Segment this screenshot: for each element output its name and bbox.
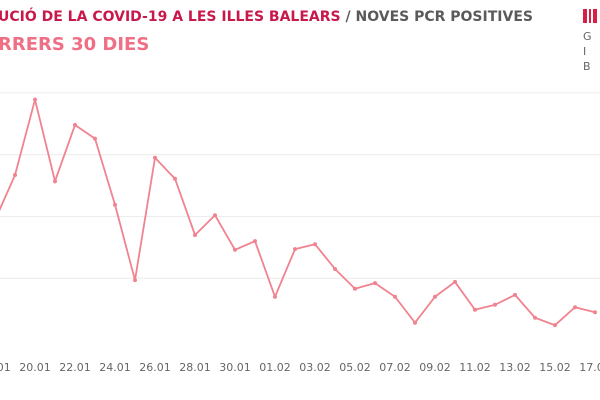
x-tick-label: 13.02: [499, 361, 531, 374]
logo-stripe: [591, 9, 593, 23]
data-point: [213, 213, 217, 218]
data-point: [93, 136, 97, 141]
x-tick-label: 09.02: [419, 361, 451, 374]
logo-text: I: [583, 45, 586, 58]
data-point: [513, 292, 517, 297]
series-line: [0, 99, 596, 327]
x-tick-label: 24.01: [99, 361, 131, 374]
data-point: [173, 176, 177, 181]
data-point: [533, 315, 537, 320]
data-point: [73, 123, 77, 128]
logo-text: G: [583, 30, 592, 43]
data-point: [273, 294, 277, 299]
data-point: [33, 97, 37, 102]
data-point: [133, 278, 137, 283]
chart-subtitle: RRERS 30 DIES: [0, 34, 149, 55]
chart-title-suffix: / NOVES PCR POSITIVES: [346, 9, 533, 25]
x-tick-label: 22.01: [59, 361, 91, 374]
data-point: [313, 242, 317, 247]
x-tick-label: 15.02: [539, 361, 571, 374]
data-point: [13, 173, 17, 178]
data-point: [193, 232, 197, 237]
x-tick-label: 26.01: [139, 361, 171, 374]
logo: [583, 9, 597, 23]
logo-stripe: [587, 9, 589, 23]
data-point: [333, 266, 337, 271]
data-point: [573, 305, 577, 310]
x-tick-label: 17.02: [579, 361, 600, 374]
data-point: [353, 286, 357, 291]
x-tick-label: 18.01: [0, 361, 11, 374]
x-tick-label: 20.01: [19, 361, 51, 374]
data-point: [413, 320, 417, 325]
chart-title: UCIÓ DE LA COVID-19 A LES ILLES BALEARS: [0, 7, 341, 25]
data-point: [373, 281, 377, 286]
data-point: [473, 307, 477, 312]
logo-mark: [583, 9, 597, 23]
data-point: [53, 179, 57, 184]
data-point: [593, 310, 597, 315]
data-point: [553, 323, 557, 328]
chart-title-group: UCIÓ DE LA COVID-19 A LES ILLES BALEARS …: [0, 7, 533, 25]
x-tick-label: 28.01: [179, 361, 211, 374]
data-point: [433, 294, 437, 299]
x-tick-label: 11.02: [459, 361, 491, 374]
x-tick-label: 30.01: [219, 361, 251, 374]
x-tick-label: 07.02: [379, 361, 411, 374]
x-tick-label: 01.02: [259, 361, 291, 374]
data-point: [153, 155, 157, 160]
logo-text: B: [583, 60, 591, 73]
data-point: [393, 294, 397, 299]
x-tick-label: 05.02: [339, 361, 371, 374]
data-point: [233, 247, 237, 252]
data-point: [253, 239, 257, 244]
data-point: [293, 247, 297, 252]
data-point: [493, 302, 497, 307]
data-point: [113, 202, 117, 207]
data-point: [453, 279, 457, 284]
x-tick-label: 03.02: [299, 361, 331, 374]
